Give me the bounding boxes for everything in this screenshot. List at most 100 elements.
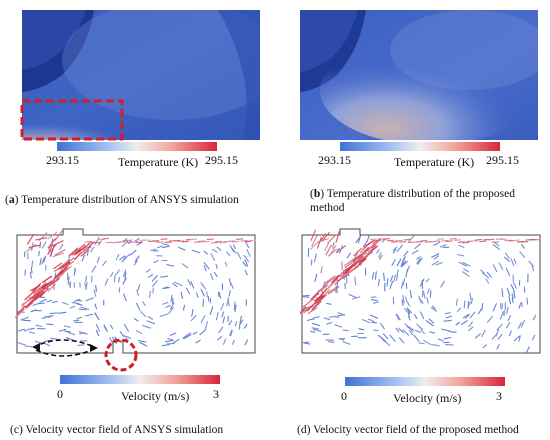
velocity-vector (119, 331, 125, 338)
velocity-vector (324, 275, 336, 284)
velocity-vector (510, 284, 515, 292)
velocity-vector (359, 244, 369, 254)
velocity-vector (403, 238, 411, 241)
velocity-vector (503, 256, 511, 263)
velocity-vector (304, 342, 311, 345)
velocity-vector (362, 249, 372, 259)
velocity-vector (325, 339, 335, 341)
velocity-vector (85, 297, 94, 302)
velocity-vector (32, 287, 43, 295)
velocity-vector (306, 318, 315, 322)
velocity-vector (216, 335, 223, 341)
velocity-vector (32, 292, 42, 300)
velocity-vector (467, 326, 474, 332)
velocity-vector (505, 307, 509, 315)
velocity-vector (17, 341, 26, 346)
velocity-vector (443, 319, 452, 322)
velocity-vector (437, 338, 444, 342)
temperature-field-proposed (300, 10, 538, 140)
velocity-vector (118, 277, 120, 283)
velocity-vector (27, 233, 35, 245)
velocity-field-ansys (15, 228, 256, 354)
velocity-vector (41, 275, 53, 284)
velocity-vector (133, 317, 139, 322)
velocity-vector (162, 286, 168, 290)
velocity-vector (431, 260, 440, 266)
velocity-vector (187, 279, 192, 286)
velocity-vector (227, 240, 235, 242)
velocity-vector (54, 249, 66, 256)
velocity-vector (200, 282, 207, 290)
velocity-vector (135, 302, 141, 311)
velocity-vector (474, 333, 481, 339)
velocity-vector (95, 285, 98, 292)
colorbar-d-label: Velocity (m/s) (393, 391, 462, 405)
velocity-vector (140, 310, 147, 318)
velocity-vector (504, 252, 510, 259)
velocity-vector (463, 268, 469, 273)
velocity-vector (58, 311, 67, 314)
velocity-vector (222, 316, 226, 324)
velocity-vector (76, 316, 83, 320)
velocity-vector (491, 332, 498, 340)
velocity-vector (30, 267, 33, 274)
velocity-vector (35, 324, 43, 328)
velocity-vector (142, 301, 146, 307)
velocity-vector (315, 295, 326, 304)
velocity-vector (364, 243, 376, 253)
velocity-vector (402, 295, 405, 304)
velocity-vector (31, 260, 34, 269)
velocity-vector (499, 310, 505, 320)
velocity-vector (496, 343, 500, 350)
velocity-vector (95, 329, 100, 337)
velocity-vector (307, 247, 310, 257)
velocity-vector (513, 282, 517, 289)
velocity-vector (63, 260, 75, 269)
velocity-vector (352, 247, 363, 257)
velocity-vector (411, 249, 419, 255)
velocity-vector (407, 326, 414, 333)
velocity-vector (118, 287, 121, 293)
velocity-vector (168, 306, 175, 315)
velocity-vector (383, 339, 391, 347)
velocity-vector (245, 241, 250, 249)
velocity-vector (230, 330, 233, 336)
velocity-vector (401, 260, 409, 268)
velocity-vector (498, 262, 504, 271)
velocity-vector (30, 309, 37, 313)
velocity-vector (160, 238, 168, 240)
velocity-vector (389, 334, 396, 343)
velocity-vector (518, 335, 521, 342)
velocity-vector (34, 340, 43, 344)
velocity-vector (213, 271, 218, 278)
velocity-vector (94, 312, 100, 321)
velocity-vector (507, 314, 512, 322)
velocity-vector (485, 278, 490, 284)
velocity-vector (386, 278, 389, 287)
velocity-vector (135, 241, 143, 244)
velocity-vector (470, 297, 474, 304)
velocity-vector (479, 240, 487, 243)
velocity-vector (225, 251, 231, 257)
velocity-vector (47, 283, 56, 292)
velocity-vector (67, 276, 70, 285)
colorbar-b-max: 295.15 (486, 153, 519, 167)
velocity-vector (370, 299, 378, 302)
velocity-vector (118, 255, 126, 261)
velocity-vector (84, 240, 93, 243)
velocity-vector (379, 254, 383, 260)
velocity-vector (31, 282, 42, 292)
velocity-vector (127, 239, 133, 245)
velocity-vector (53, 262, 63, 270)
velocity-vector (396, 244, 404, 253)
velocity-vector (123, 293, 127, 302)
caption-d: (d) Velocity vector field of the propose… (297, 424, 519, 436)
velocity-vector (492, 244, 501, 251)
velocity-vector (317, 284, 329, 293)
velocity-vector (109, 271, 114, 278)
velocity-vector (431, 305, 437, 310)
velocity-vector (243, 323, 248, 329)
velocity-vector (320, 265, 323, 274)
velocity-vector (386, 239, 394, 242)
velocity-vector (519, 250, 526, 258)
